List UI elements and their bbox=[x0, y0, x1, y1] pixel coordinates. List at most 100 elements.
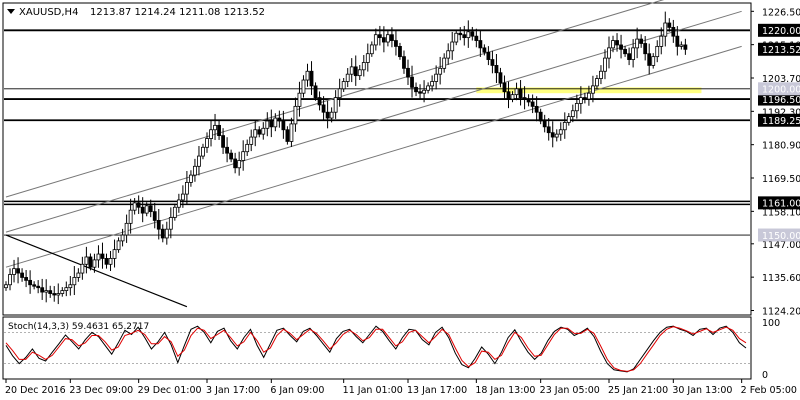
stoch-tick-label: 0 bbox=[762, 370, 768, 381]
candle-body-bear bbox=[522, 97, 527, 100]
candle-body-bull bbox=[205, 138, 209, 148]
candle bbox=[611, 35, 615, 53]
candle bbox=[24, 269, 29, 288]
candle-body-bull bbox=[655, 46, 660, 58]
stoch-tick-label: 100 bbox=[762, 318, 780, 329]
candle bbox=[655, 40, 660, 63]
candle-body-bull bbox=[349, 66, 354, 75]
candle-body-bull bbox=[562, 122, 567, 131]
candle bbox=[623, 45, 627, 57]
candle bbox=[100, 242, 105, 269]
candle-body-bull bbox=[197, 155, 201, 167]
channel-line-upper[interactable] bbox=[5, 0, 742, 198]
candle bbox=[498, 67, 503, 88]
candle bbox=[293, 97, 298, 132]
candle bbox=[209, 120, 213, 147]
candle bbox=[349, 58, 354, 83]
candle-body-bull bbox=[289, 123, 294, 142]
candle-body-bear bbox=[24, 277, 29, 281]
candle-body-bull bbox=[84, 256, 89, 265]
candle bbox=[345, 68, 350, 88]
candle bbox=[426, 82, 431, 94]
candle-body-bull bbox=[297, 92, 302, 107]
candle-body-bear bbox=[52, 293, 57, 296]
candle bbox=[64, 281, 69, 297]
candle-body-bull bbox=[56, 293, 61, 296]
candle-body-bear bbox=[16, 268, 20, 274]
candle bbox=[124, 214, 129, 243]
candle-body-bull bbox=[603, 57, 607, 72]
chart-header: XAUUSD,H4 1213.87 1214.24 1211.08 1213.5… bbox=[7, 7, 265, 18]
candle-body-bear bbox=[406, 67, 410, 78]
regression-channel[interactable] bbox=[5, 0, 742, 308]
candle-body-bear bbox=[623, 48, 627, 55]
candle-body-bear bbox=[462, 34, 467, 39]
candle bbox=[325, 100, 330, 129]
candle-body-bull bbox=[180, 193, 185, 201]
candle-body-bear bbox=[20, 272, 24, 278]
level-price-box bbox=[758, 82, 800, 96]
candle bbox=[578, 86, 583, 114]
candle bbox=[683, 38, 688, 55]
candle bbox=[168, 207, 173, 239]
candle-body-bull bbox=[96, 253, 101, 261]
candle bbox=[522, 86, 527, 110]
candle bbox=[48, 285, 53, 298]
candle-body-bear bbox=[398, 46, 402, 58]
candle-body-bear bbox=[414, 86, 418, 93]
time-tick-label: 13 Jan 17:00 bbox=[407, 385, 467, 396]
trend-line[interactable] bbox=[5, 234, 188, 308]
candle bbox=[542, 114, 547, 133]
candle-body-bear bbox=[233, 158, 238, 169]
stoch-label: Stoch(14,3,3) 59.4631 65.2717 bbox=[8, 322, 149, 332]
time-tick-label: 18 Jan 13:00 bbox=[475, 385, 535, 396]
candle bbox=[229, 149, 234, 163]
candle bbox=[671, 19, 676, 43]
candle-body-bear bbox=[381, 37, 386, 43]
candle-body-bull bbox=[442, 57, 447, 69]
candle bbox=[281, 110, 286, 139]
candle bbox=[418, 84, 422, 100]
candle-body-bull bbox=[595, 78, 599, 87]
candle-body-bull bbox=[64, 287, 69, 292]
candle bbox=[607, 36, 611, 69]
candle-body-bear bbox=[269, 120, 274, 128]
candle-body-bear bbox=[418, 91, 422, 94]
expand-arrow-icon[interactable] bbox=[7, 9, 15, 14]
candle bbox=[16, 257, 20, 284]
level-price-box bbox=[758, 113, 800, 127]
candle-body-bull bbox=[213, 124, 217, 131]
candle bbox=[309, 61, 314, 95]
candle bbox=[361, 55, 366, 77]
candle-body-bull bbox=[108, 258, 113, 265]
channel-line-lower[interactable] bbox=[5, 45, 742, 268]
candle bbox=[659, 27, 664, 55]
candle bbox=[518, 80, 523, 106]
candle bbox=[554, 129, 559, 142]
candle bbox=[8, 268, 12, 291]
candle bbox=[406, 59, 410, 86]
candle bbox=[40, 278, 45, 300]
candle-body-bull bbox=[273, 117, 278, 128]
candle-body-bear bbox=[148, 205, 153, 213]
candle bbox=[84, 246, 89, 274]
candle-body-bull bbox=[293, 105, 298, 125]
candle bbox=[647, 43, 652, 75]
candle-body-bear bbox=[671, 26, 676, 37]
candle bbox=[639, 34, 644, 48]
candle bbox=[225, 137, 230, 163]
candle bbox=[164, 221, 169, 245]
time-tick-label: 25 Jan 21:00 bbox=[608, 385, 668, 396]
candle bbox=[193, 158, 197, 182]
candle bbox=[582, 92, 587, 104]
candle bbox=[96, 245, 101, 268]
candle-body-bear bbox=[643, 43, 648, 55]
candle-body-bull bbox=[132, 202, 137, 211]
candle-body-bear bbox=[229, 152, 234, 160]
channel-line-mid[interactable] bbox=[5, 10, 742, 233]
candle-body-bull bbox=[635, 38, 640, 49]
candle-body-bear bbox=[48, 290, 53, 294]
candle-body-bear bbox=[538, 111, 543, 122]
candle bbox=[410, 65, 414, 98]
